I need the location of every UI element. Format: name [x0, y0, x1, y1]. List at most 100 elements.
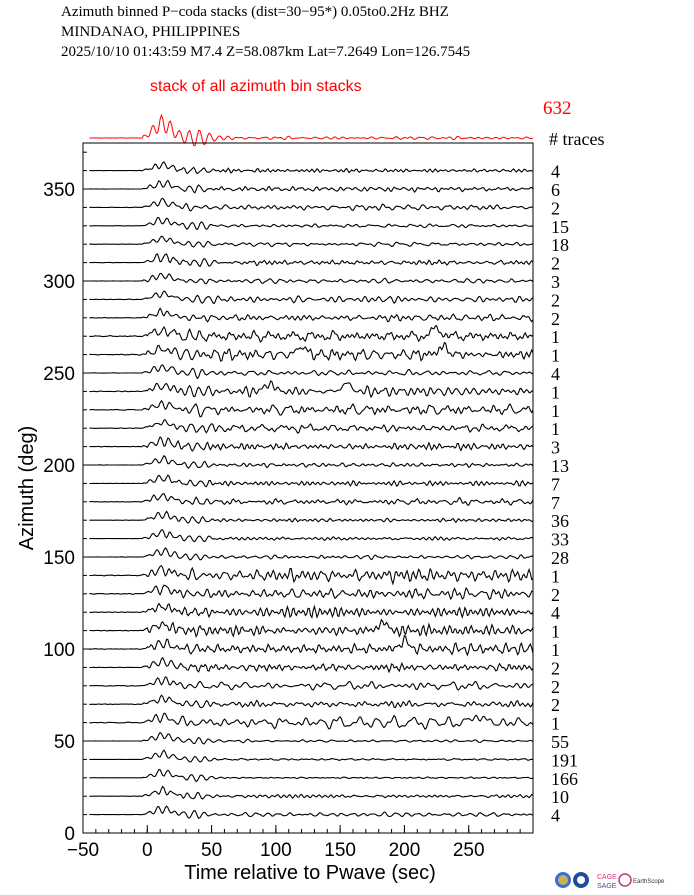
- x-axis-label: Time relative to Pwave (sec): [184, 862, 436, 884]
- trace-count-label: 7: [551, 474, 560, 494]
- trace-count-label: 3: [551, 438, 560, 458]
- trace-count-label: 33: [551, 530, 569, 550]
- azimuth-trace: [89, 161, 534, 175]
- trace-count-label: 2: [551, 254, 560, 274]
- azimuth-trace: [89, 474, 534, 488]
- azimuth-trace: [89, 547, 534, 561]
- trace-count-label: 1: [551, 346, 560, 366]
- x-tick-label: 200: [389, 840, 421, 861]
- y-tick-label: 300: [43, 272, 75, 293]
- earthscope-logo: EarthScope: [618, 873, 665, 887]
- azimuth-trace: [89, 290, 534, 305]
- trace-count-label: 4: [551, 162, 560, 182]
- x-tick-label: 150: [324, 840, 356, 861]
- azimuth-trace: [89, 510, 534, 525]
- azimuth-trace: [89, 235, 534, 248]
- azimuth-trace: [89, 399, 534, 418]
- stack-of-all-trace: [89, 113, 534, 147]
- azimuth-trace: [89, 731, 534, 745]
- azimuth-trace: [89, 253, 534, 268]
- azimuth-trace: [89, 325, 534, 343]
- azimuth-trace: [89, 197, 534, 212]
- trace-count-label: 4: [551, 806, 560, 826]
- trace-count-label: 2: [551, 198, 560, 218]
- x-tick-label: 0: [142, 840, 153, 861]
- azimuth-trace: [89, 436, 534, 452]
- y-axis-label: Azimuth (deg): [16, 426, 38, 551]
- trace-count-label: 2: [551, 309, 560, 329]
- x-tick-label: 50: [201, 840, 222, 861]
- traces-column-header: # traces: [549, 129, 604, 149]
- x-tick-label: −50: [67, 840, 99, 861]
- azimuth-trace: [89, 656, 534, 674]
- trace-count-label: 3: [551, 272, 560, 292]
- azimuth-trace: [89, 454, 534, 469]
- azimuth-trace: [89, 712, 534, 730]
- trace-count-label: 10: [551, 787, 569, 807]
- trace-count-label: 2: [551, 585, 560, 605]
- y-tick-label: 200: [43, 456, 75, 477]
- azimuth-trace: [89, 272, 534, 285]
- azimuth-trace: [89, 618, 534, 638]
- trace-count-label: 1: [551, 714, 560, 734]
- cage-sage-logo: CAGE SAGE: [597, 874, 617, 890]
- trace-count-label: 1: [551, 419, 560, 439]
- azimuth-trace: [89, 564, 534, 586]
- trace-count-label: 2: [551, 677, 560, 697]
- azimuth-trace: [89, 216, 534, 231]
- azimuth-trace: [89, 341, 534, 362]
- azimuth-trace: [89, 529, 534, 542]
- trace-count-label: 1: [551, 622, 560, 642]
- trace-count-label: 36: [551, 511, 569, 531]
- x-tick-label: 250: [453, 840, 485, 861]
- trace-count-label: 2: [551, 695, 560, 715]
- logo-strip: CAGE SAGE EarthScope: [555, 872, 665, 890]
- y-tick-label: 250: [43, 364, 75, 385]
- x-axis-ticks: −50 0 50 100 150 200 250: [67, 825, 534, 861]
- azimuth-trace: [89, 769, 534, 783]
- trace-count-label: 166: [551, 769, 578, 789]
- azimuth-trace: [89, 419, 534, 434]
- trace-count-label: 1: [551, 327, 560, 347]
- azimuth-trace: [89, 676, 534, 691]
- trace-count-label: 28: [551, 548, 569, 568]
- plot-frame: [82, 142, 534, 834]
- azimuth-trace: [89, 584, 534, 601]
- svg-text:CAGE: CAGE: [597, 874, 617, 881]
- chart-title-line1: Azimuth binned P−coda stacks (dist=30−95…: [61, 4, 449, 20]
- azimuth-trace: [89, 380, 534, 399]
- trace-count-label: 4: [551, 603, 560, 623]
- y-tick-label: 100: [43, 640, 75, 661]
- y-tick-label: 0: [64, 824, 75, 845]
- chart-title-line3: 2025/10/10 01:43:59 M7.4 Z=58.087km Lat=…: [61, 44, 470, 60]
- x-tick-label: 100: [260, 840, 292, 861]
- azimuth-trace: [89, 364, 534, 380]
- azimuth-trace: [89, 602, 534, 620]
- chart-title-line2: MINDANAO, PHILIPPINES: [61, 24, 240, 40]
- azimuth-trace: [89, 634, 534, 657]
- trace-count-label: 1: [551, 640, 560, 660]
- trace-count-label: 55: [551, 732, 569, 752]
- azimuth-trace: [89, 805, 534, 820]
- trace-count-label: 1: [551, 401, 560, 421]
- trace-count-label: 7: [551, 493, 560, 513]
- trace-count-label: 15: [551, 217, 569, 237]
- trace-count-label: 1: [551, 382, 560, 402]
- svg-text:EarthScope: EarthScope: [633, 879, 665, 885]
- y-tick-label: 50: [54, 732, 75, 753]
- y-tick-label: 150: [43, 548, 75, 569]
- azimuth-trace: [89, 179, 534, 194]
- trace-count-column: 4101661915512221142128333677133111411223…: [551, 162, 578, 826]
- azimuth-trace: [89, 749, 534, 763]
- svg-text:SAGE: SAGE: [597, 883, 617, 890]
- y-tick-label: 350: [43, 180, 75, 201]
- trace-count-label: 6: [551, 180, 560, 200]
- trace-count-label: 4: [551, 364, 560, 384]
- azimuth-trace: [89, 307, 534, 323]
- trace-count-label: 2: [551, 290, 560, 310]
- trace-count-label: 191: [551, 750, 578, 770]
- azimuth-trace: [89, 785, 534, 800]
- trace-count-label: 13: [551, 456, 569, 476]
- stack-total-traces: 632: [543, 98, 572, 119]
